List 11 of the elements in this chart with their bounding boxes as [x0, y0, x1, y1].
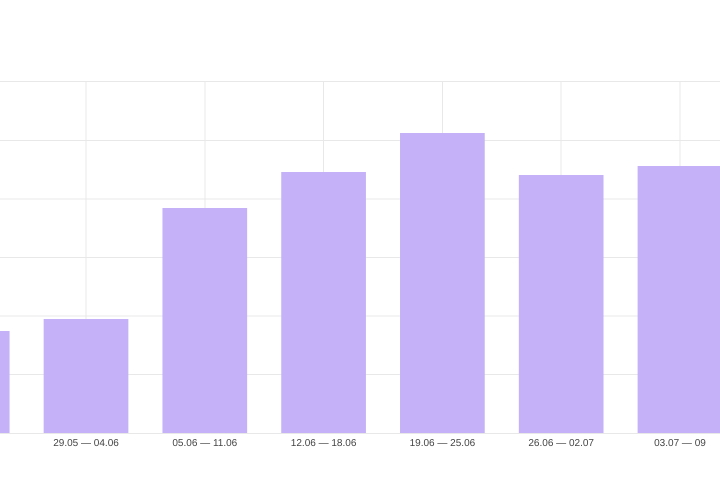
x-tick-label: 19.06 — 25.06: [410, 438, 476, 449]
x-tick-label: 26.06 — 02.07: [528, 438, 594, 449]
x-tick-label: 12.06 — 18.06: [290, 438, 357, 449]
x-tick-label: 29.05 — 04.06: [53, 438, 120, 449]
bar: [518, 175, 604, 433]
bar: [44, 319, 128, 433]
x-tick-label: 03.07 — 09: [654, 438, 706, 449]
x-tick-label: 05.06 — 11.06: [172, 438, 238, 449]
bar: [400, 133, 485, 433]
bar: [162, 208, 248, 433]
bar: [281, 172, 366, 433]
